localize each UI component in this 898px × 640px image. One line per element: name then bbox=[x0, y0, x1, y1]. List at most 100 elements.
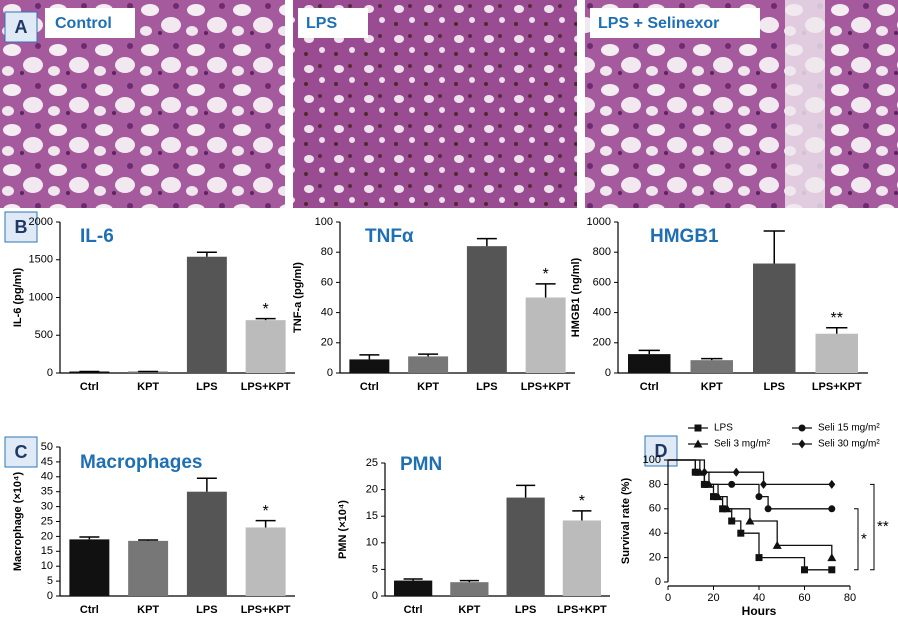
histology-image bbox=[0, 0, 285, 208]
x-axis-label: Hours bbox=[742, 604, 777, 618]
image-label: Control bbox=[55, 15, 112, 32]
panel-label-box bbox=[644, 435, 678, 467]
y-tick-label: 80 bbox=[321, 246, 333, 258]
bar bbox=[506, 497, 545, 596]
y-tick-label: 50 bbox=[41, 441, 53, 453]
y-tick-label: 800 bbox=[593, 246, 611, 258]
legend-marker bbox=[798, 424, 806, 432]
legend-label: LPS bbox=[714, 423, 733, 434]
bar bbox=[186, 491, 227, 596]
marker bbox=[755, 493, 763, 501]
significance-label: * bbox=[543, 266, 549, 283]
x-tick-label: Ctrl bbox=[404, 604, 423, 616]
x-tick-label: Ctrl bbox=[80, 604, 99, 616]
y-tick-label: 1000 bbox=[587, 216, 611, 228]
bar bbox=[450, 582, 489, 596]
y-tick-label: 60 bbox=[649, 503, 661, 515]
bar bbox=[128, 371, 169, 373]
x-tick-label: LPS+KPT bbox=[812, 381, 862, 393]
y-tick-label: 2000 bbox=[29, 216, 53, 228]
y-tick-label: 0 bbox=[47, 590, 53, 602]
chart-title: Macrophages bbox=[80, 452, 202, 473]
y-tick-label: 1000 bbox=[29, 291, 53, 303]
marker bbox=[745, 516, 755, 525]
y-tick-label: 100 bbox=[315, 216, 333, 228]
significance-label: * bbox=[861, 530, 867, 547]
marker bbox=[828, 479, 836, 489]
y-tick-label: 40 bbox=[321, 307, 333, 319]
significance-label: * bbox=[579, 493, 585, 510]
marker bbox=[772, 540, 782, 549]
y-tick-label: 30 bbox=[41, 501, 53, 513]
marker bbox=[700, 480, 708, 488]
x-tick-label: LPS bbox=[476, 381, 497, 393]
y-tick-label: 20 bbox=[649, 552, 661, 564]
legend-label: Seli 15 mg/m² bbox=[818, 423, 880, 434]
y-axis-label: HMGB1 (ng/ml) bbox=[570, 257, 582, 337]
x-tick-label: 20 bbox=[707, 592, 719, 604]
image-label: LPS bbox=[306, 15, 337, 32]
y-tick-label: 20 bbox=[41, 530, 53, 542]
marker bbox=[710, 493, 717, 501]
y-tick-label: 500 bbox=[35, 329, 53, 341]
y-axis-label: Survival rate (%) bbox=[620, 478, 632, 565]
x-tick-label: LPS bbox=[196, 381, 217, 393]
marker bbox=[755, 554, 763, 562]
legend-marker bbox=[694, 424, 702, 432]
significance-label: * bbox=[263, 301, 269, 318]
bar bbox=[69, 539, 110, 596]
chart-title: IL-6 bbox=[80, 226, 114, 247]
y-axis-label: TNF-a (pg/ml) bbox=[292, 262, 304, 333]
y-axis-label: IL-6 (pg/ml) bbox=[12, 268, 24, 328]
marker bbox=[828, 505, 836, 513]
y-tick-label: 10 bbox=[41, 560, 53, 572]
y-tick-label: 25 bbox=[41, 515, 53, 527]
y-tick-label: 45 bbox=[41, 456, 53, 468]
panel-label: C bbox=[15, 442, 28, 462]
marker bbox=[737, 529, 745, 537]
x-tick-label: LPS+KPT bbox=[241, 381, 291, 393]
y-tick-label: 15 bbox=[41, 545, 53, 557]
chart-title: TNFα bbox=[365, 226, 414, 247]
y-tick-label: 10 bbox=[366, 537, 378, 549]
x-tick-label: KPT bbox=[458, 604, 480, 616]
legend-marker bbox=[798, 439, 806, 449]
image-label-box bbox=[590, 8, 760, 38]
histology-vessel bbox=[785, 0, 825, 208]
panel-label-box bbox=[4, 436, 38, 468]
marker bbox=[732, 467, 740, 477]
marker bbox=[728, 517, 736, 525]
x-tick-label: LPS bbox=[515, 604, 536, 616]
marker bbox=[764, 505, 772, 513]
panel-label: A bbox=[15, 17, 28, 37]
bar bbox=[753, 263, 796, 373]
x-tick-label: 0 bbox=[665, 592, 671, 604]
panel-label: B bbox=[15, 217, 28, 237]
bar bbox=[349, 359, 390, 373]
y-tick-label: 1500 bbox=[29, 254, 53, 266]
significance-bracket bbox=[870, 483, 875, 571]
x-tick-label: KPT bbox=[137, 604, 159, 616]
y-tick-label: 200 bbox=[593, 337, 611, 349]
x-tick-label: Ctrl bbox=[360, 381, 379, 393]
y-tick-label: 80 bbox=[649, 478, 661, 490]
y-tick-label: 0 bbox=[655, 576, 661, 588]
x-tick-label: KPT bbox=[417, 381, 439, 393]
marker bbox=[719, 505, 727, 513]
x-tick-label: 40 bbox=[753, 592, 765, 604]
x-tick-label: KPT bbox=[701, 381, 723, 393]
y-tick-label: 40 bbox=[649, 527, 661, 539]
legend-marker bbox=[693, 439, 703, 448]
significance-label: ** bbox=[831, 310, 843, 327]
image-label-box bbox=[45, 8, 135, 38]
panel-label-box bbox=[4, 211, 38, 243]
y-tick-label: 0 bbox=[327, 367, 333, 379]
y-tick-label: 0 bbox=[605, 367, 611, 379]
bar bbox=[466, 246, 507, 373]
x-tick-label: LPS+KPT bbox=[521, 381, 571, 393]
y-tick-label: 25 bbox=[366, 457, 378, 469]
bar bbox=[394, 580, 433, 596]
y-tick-label: 15 bbox=[366, 510, 378, 522]
y-tick-label: 5 bbox=[47, 575, 53, 587]
x-tick-label: LPS+KPT bbox=[557, 604, 607, 616]
